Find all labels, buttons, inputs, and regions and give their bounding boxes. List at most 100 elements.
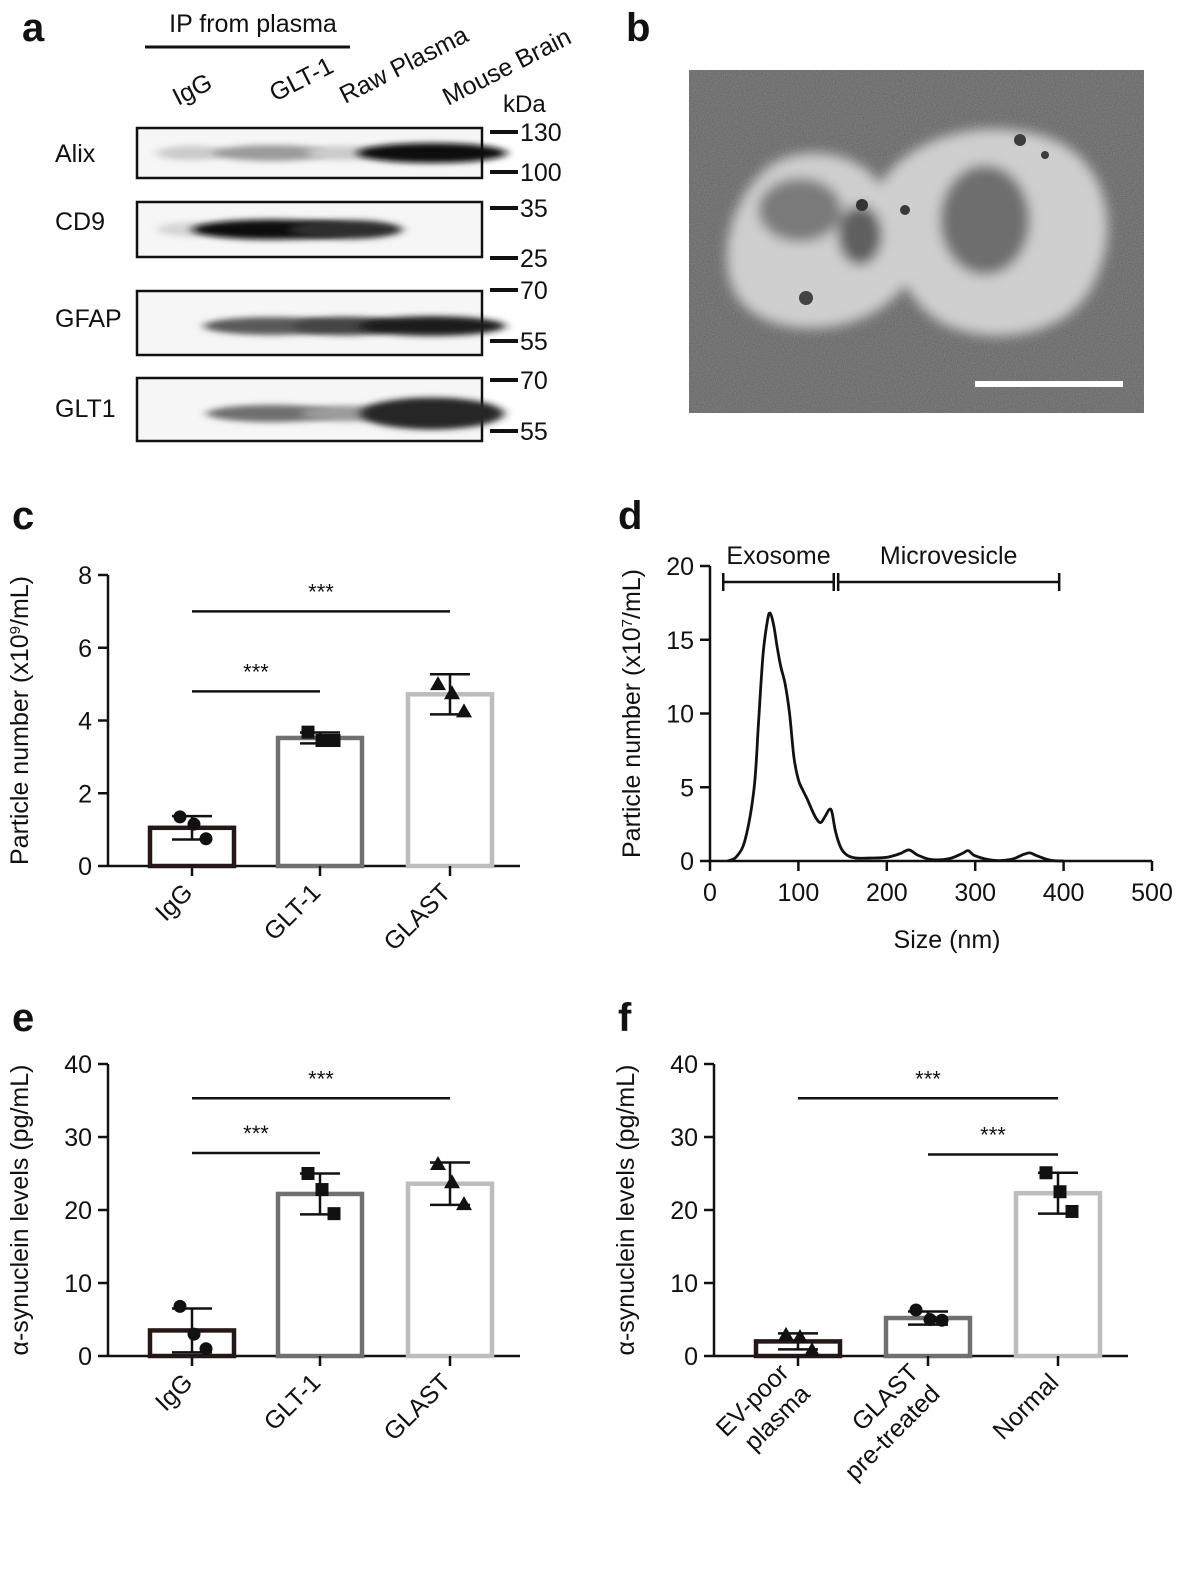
x-tick-label: 400 <box>1043 879 1085 907</box>
blot-row-label: GLT1 <box>55 395 116 423</box>
x-tick-label: GLASTpre-treated <box>818 1359 945 1486</box>
data-point <box>1039 1166 1053 1180</box>
marker-label: 55 <box>520 418 548 446</box>
panel-label-c: c <box>12 494 35 538</box>
significance-label: *** <box>308 1066 334 1091</box>
data-point <box>923 1313 937 1326</box>
y-axis-label: α-synuclein levels (pg/mL) <box>6 1065 34 1356</box>
y-tick-label: 8 <box>78 562 92 590</box>
panel-label-d: d <box>618 494 643 538</box>
vesicle-dot <box>1041 151 1049 159</box>
y-axis-label: Particle number (x109/mL) <box>6 576 34 865</box>
data-point <box>444 685 460 700</box>
data-point <box>173 810 187 824</box>
data-point <box>1065 1204 1079 1218</box>
y-tick-label: 2 <box>78 780 92 808</box>
significance-label: *** <box>915 1066 941 1091</box>
data-point <box>187 817 201 831</box>
blot-band <box>358 316 506 336</box>
data-point <box>430 676 446 691</box>
x-tick-label: GLT-1 <box>259 1368 327 1436</box>
y-tick-label: 5 <box>680 774 694 802</box>
data-point <box>778 1326 794 1341</box>
data-point <box>301 1167 315 1180</box>
bar <box>1013 1190 1103 1359</box>
blot-band <box>206 404 338 423</box>
blot-band <box>289 219 403 240</box>
x-tick-label: GLAST <box>378 1368 456 1446</box>
x-tick-label: 0 <box>703 879 717 907</box>
range-label: Microvesicle <box>880 542 1018 570</box>
x-tick-label: GLT-1 <box>259 878 327 946</box>
data-point <box>456 1196 472 1211</box>
kda-unit-label: kDa <box>503 91 546 118</box>
chart-alpha-synuclein-conditions: 0 10 20 30 40 α-synuclein levels (pg/mL) EV-po… <box>612 1051 1128 1486</box>
y-tick-label: 10 <box>666 701 694 729</box>
data-point <box>1053 1185 1067 1199</box>
bar <box>883 1315 973 1359</box>
y-tick-label: 20 <box>670 1197 698 1225</box>
data-point <box>187 1327 201 1341</box>
blot-row-label: Alix <box>55 140 96 168</box>
em-micrograph <box>689 70 1144 413</box>
y-tick-label: 40 <box>670 1051 698 1079</box>
x-tick-label: 200 <box>866 879 908 907</box>
size-distribution-line <box>727 611 1064 863</box>
x-tick-label: 500 <box>1131 879 1173 907</box>
data-point <box>430 1156 446 1171</box>
data-point <box>301 725 315 739</box>
significance-label: *** <box>980 1123 1006 1148</box>
bar <box>275 735 365 869</box>
y-tick-label: 30 <box>64 1124 92 1152</box>
x-tick-label: Normal <box>987 1368 1064 1445</box>
blot-row-label: GFAP <box>55 305 122 333</box>
marker-label: 100 <box>520 159 562 187</box>
y-tick-label: 20 <box>64 1197 92 1225</box>
x-tick-label: GLAST <box>378 878 456 956</box>
data-point <box>444 1174 460 1189</box>
significance-label: *** <box>243 659 269 684</box>
vesicle-dot <box>799 291 813 305</box>
y-tick-label: 10 <box>64 1270 92 1298</box>
panel-label-e: e <box>12 996 35 1040</box>
marker-label: 55 <box>520 328 548 356</box>
vesicle-dot <box>900 205 910 215</box>
x-tick-label: IgG <box>150 1368 198 1416</box>
y-tick-label: 0 <box>684 1343 698 1371</box>
data-point <box>315 734 329 748</box>
data-point <box>327 734 341 748</box>
lane-label: IgG <box>168 68 217 111</box>
y-tick-label: 6 <box>78 635 92 663</box>
y-tick-label: 20 <box>666 553 694 581</box>
panel-label-f: f <box>618 996 632 1040</box>
scale-bar <box>975 381 1123 387</box>
vesicle-dot <box>1014 134 1026 146</box>
y-tick-label: 0 <box>680 848 694 876</box>
y-tick-label: 10 <box>670 1270 698 1298</box>
blot-band <box>212 144 332 162</box>
y-tick-label: 4 <box>78 708 92 736</box>
vesicle-dot <box>856 199 868 211</box>
blot-band <box>360 397 504 430</box>
panel-label-b: b <box>626 6 651 50</box>
y-tick-label: 30 <box>670 1124 698 1152</box>
data-point <box>327 1207 341 1221</box>
data-point <box>935 1313 949 1327</box>
blot-band <box>357 143 507 163</box>
panel-label-a: a <box>22 6 45 50</box>
data-point <box>909 1303 923 1317</box>
data-point <box>199 832 213 846</box>
y-tick-label: 15 <box>666 627 694 655</box>
marker-label: 70 <box>520 277 548 305</box>
bar <box>275 1191 365 1359</box>
chart-particle-number-bar: 0 2 4 6 8 Particle number (x109/mL) IgG GLT-1 GL… <box>6 562 520 956</box>
marker-label: 35 <box>520 195 548 223</box>
x-tick-label: 300 <box>954 879 996 907</box>
data-point <box>792 1329 808 1344</box>
marker-label: 70 <box>520 367 548 395</box>
x-axis-label: Size (nm) <box>894 926 1001 954</box>
data-point <box>456 703 472 718</box>
y-tick-label: 0 <box>78 853 92 881</box>
